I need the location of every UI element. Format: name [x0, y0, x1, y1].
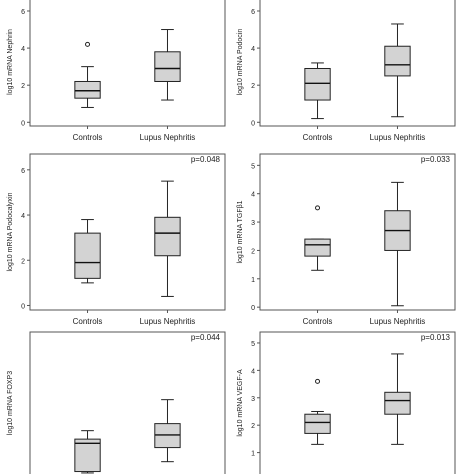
y-tick-label: 0	[251, 120, 255, 127]
y-tick-label: 1	[251, 277, 255, 284]
box-iqr	[304, 238, 331, 257]
chart-panel-3: 0 2 4 6 log10 mRNA Podocalyxin p=0.048 Control…	[7, 153, 226, 326]
x-tick-label: Lupus Nephritis	[140, 317, 196, 326]
plot-frame	[29, 331, 226, 474]
x-tick-label: Controls	[73, 133, 103, 142]
box-controls	[74, 41, 101, 108]
x-tick-label: Controls	[303, 317, 333, 326]
y-tick-label: 0	[251, 305, 255, 312]
x-tick-label: Lupus Nephritis	[370, 317, 426, 326]
box-lupus-nephritis	[384, 23, 411, 118]
y-tick-label: 0	[21, 120, 25, 127]
y-tick-label: 4	[21, 213, 25, 220]
y-tick-label: 2	[251, 423, 255, 430]
box-iqr	[74, 438, 101, 473]
y-axis-label: log10 mRNA Podocin	[237, 29, 244, 96]
y-tick-label: 4	[21, 46, 25, 53]
plot-frame	[259, 153, 456, 311]
box-lupus-nephritis	[154, 180, 181, 297]
box-controls	[304, 205, 331, 271]
y-tick-label: 6	[251, 9, 255, 16]
x-tick-label: Lupus Nephritis	[140, 133, 196, 142]
box-iqr	[74, 80, 101, 99]
box-iqr	[304, 413, 331, 434]
box-iqr	[154, 216, 181, 257]
box-iqr	[384, 45, 411, 77]
chart-panel-4: 0 1 2 3 4 5 log10 mRNA TGFβ1 p=0.033 Controls Lup…	[237, 153, 456, 326]
plot-frame	[259, 331, 456, 474]
box-iqr	[154, 423, 181, 449]
y-tick-label: 6	[21, 168, 25, 175]
y-axis-label: log10 mRNA FOXP3	[7, 371, 14, 435]
plot-frame	[29, 153, 226, 311]
box-controls	[304, 378, 331, 445]
y-tick-label: 5	[251, 163, 255, 170]
chart-panel-1: 0 2 4 6 log10 mRNA Nephrin Controls Lupus Neph…	[7, 0, 226, 142]
y-tick-label: 5	[251, 341, 255, 348]
p-value-label: p=0.044	[191, 333, 221, 342]
outlier-point	[85, 41, 91, 47]
y-tick-label: 4	[251, 368, 255, 375]
box-controls	[74, 430, 101, 474]
box-lupus-nephritis	[384, 353, 411, 445]
y-axis-label: log10 mRNA VEGF-A	[237, 369, 244, 437]
p-value-label: p=0.013	[421, 333, 451, 342]
plot-frame	[29, 0, 226, 127]
x-tick-label: Lupus Nephritis	[370, 133, 426, 142]
chart-panel-5: log10 mRNA FOXP3 p=0.044	[7, 331, 226, 474]
plot-frame	[259, 0, 456, 127]
y-tick-label: 4	[251, 46, 255, 53]
box-controls	[304, 62, 331, 120]
y-tick-label: 1	[251, 451, 255, 458]
y-tick-label: 2	[21, 258, 25, 265]
box-lupus-nephritis	[154, 399, 181, 463]
p-value-label: p=0.048	[191, 155, 221, 164]
y-tick-label: 0	[21, 303, 25, 310]
y-tick-label: 6	[21, 9, 25, 16]
x-tick-label: Controls	[73, 317, 103, 326]
y-tick-label: 2	[251, 83, 255, 90]
box-iqr	[74, 232, 101, 279]
y-tick-label: 4	[251, 192, 255, 199]
box-iqr	[154, 51, 181, 82]
x-tick-label: Controls	[303, 133, 333, 142]
outlier-point	[315, 378, 321, 384]
chart-panel-2: 0 2 4 6 log10 mRNA Podocin Controls Lupus Neph…	[237, 0, 456, 142]
box-iqr	[384, 391, 411, 415]
outlier-point	[315, 205, 321, 211]
y-tick-label: 2	[251, 248, 255, 255]
p-value-label: p=0.033	[421, 155, 451, 164]
y-tick-label: 2	[21, 83, 25, 90]
y-tick-label: 3	[251, 220, 255, 227]
box-iqr	[304, 67, 331, 101]
box-lupus-nephritis	[384, 181, 411, 307]
box-controls	[74, 219, 101, 284]
y-axis-label: log10 mRNA Nephrin	[7, 29, 14, 95]
y-tick-label: 3	[251, 396, 255, 403]
box-lupus-nephritis	[154, 29, 181, 101]
y-axis-label: log10 mRNA Podocalyxin	[7, 192, 14, 271]
chart-panel-6: 1 2 3 4 5 log10 mRNA VEGF-A p=0.013	[237, 331, 456, 474]
y-axis-label: log10 mRNA TGFβ1	[237, 200, 244, 263]
